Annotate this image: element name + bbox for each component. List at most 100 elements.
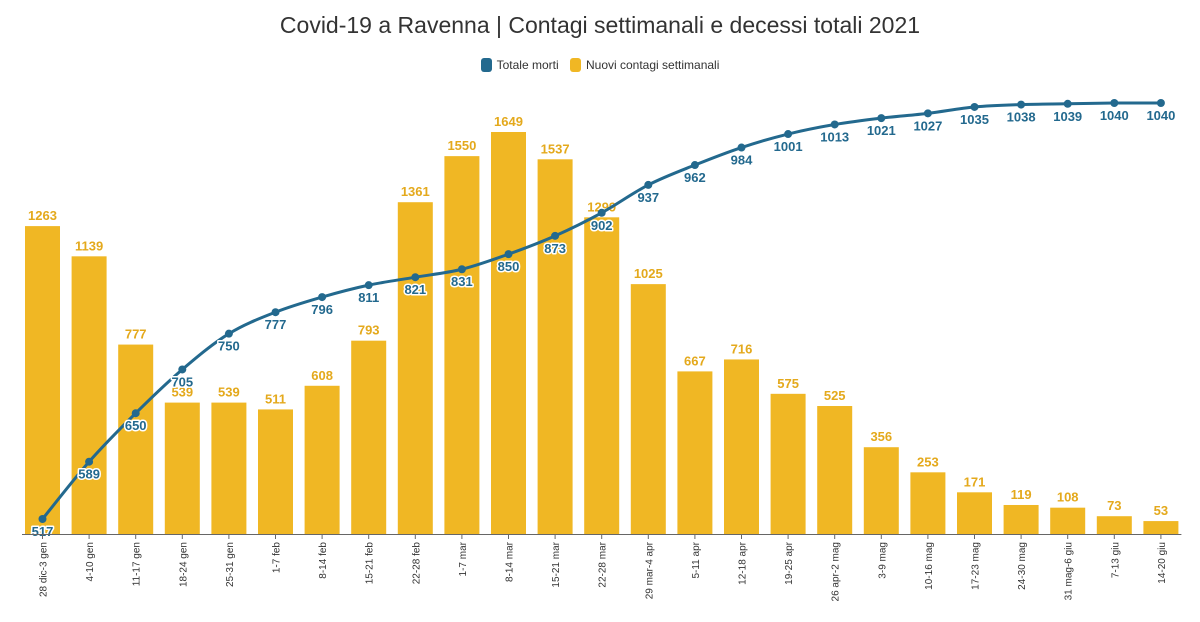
legend-label-bar: Nuovi contagi settimanali <box>585 58 720 72</box>
line-value-label: 811 <box>358 290 379 305</box>
x-tick-label: 1-7 mar <box>458 541 469 576</box>
bar-value-label: 1025 <box>634 266 663 281</box>
bar-value-label: 716 <box>731 341 753 356</box>
bar-value-label: 356 <box>870 429 892 444</box>
line-point[interactable] <box>597 208 606 217</box>
x-tick-label: 25-31 gen <box>225 542 236 587</box>
bar[interactable] <box>351 340 387 534</box>
line-point[interactable] <box>364 281 373 290</box>
line-value-label: 1040 <box>1100 108 1129 123</box>
x-tick-label: 4-10 gen <box>85 542 96 581</box>
line-value-label: 1035 <box>960 112 989 127</box>
legend-label-line: Totale morti <box>496 58 559 72</box>
line-point[interactable] <box>970 102 979 111</box>
bar-value-label: 539 <box>171 385 193 400</box>
x-tick-label: 8-14 mar <box>505 541 516 582</box>
bar[interactable] <box>71 256 107 534</box>
bar[interactable] <box>164 402 200 534</box>
line-value-label: 984 <box>731 153 753 168</box>
bar-value-label: 1537 <box>541 141 570 156</box>
line-point[interactable] <box>85 457 94 466</box>
bar[interactable] <box>491 132 526 534</box>
bar-value-label: 667 <box>684 353 706 368</box>
bar-value-label: 777 <box>125 327 147 342</box>
bar-value-label: 1299 <box>587 199 616 214</box>
line-point[interactable] <box>224 329 233 338</box>
bar[interactable] <box>770 393 806 534</box>
bar-value-label: 608 <box>311 368 333 383</box>
line-point[interactable] <box>784 130 793 139</box>
bar[interactable] <box>1003 504 1039 534</box>
bar-value-label: 511 <box>265 391 286 406</box>
line-value-label: 705 <box>171 374 193 389</box>
x-tick-label: 19-25 apr <box>784 541 795 584</box>
legend-swatch-bar <box>569 58 581 72</box>
line-point[interactable] <box>877 114 886 123</box>
bar[interactable] <box>211 402 247 534</box>
line-point[interactable] <box>1017 100 1026 109</box>
bar[interactable] <box>724 359 759 534</box>
bar[interactable] <box>677 371 713 534</box>
line-point[interactable] <box>1156 99 1165 107</box>
bar[interactable] <box>258 409 293 534</box>
x-tick-label: 18-24 gen <box>178 542 189 587</box>
bar[interactable] <box>537 159 573 534</box>
line-point[interactable] <box>38 515 47 523</box>
bar[interactable] <box>863 447 899 534</box>
legend-item-bar[interactable]: Nuovi contagi settimanali <box>569 58 720 72</box>
bar[interactable] <box>118 344 154 534</box>
line-value-label: 517 <box>32 524 54 539</box>
bar[interactable] <box>584 217 620 534</box>
bar[interactable] <box>910 472 946 534</box>
bar-value-label: 1139 <box>75 238 103 253</box>
line-value-label: 1021 <box>867 123 896 138</box>
bar[interactable] <box>1096 516 1132 534</box>
bar[interactable] <box>397 202 433 534</box>
line-point[interactable] <box>504 250 513 259</box>
x-axis: 28 dic-3 gen 4-10 gen 11-17 gen 18-24 gen 25… <box>22 534 1182 601</box>
bar[interactable] <box>817 406 853 534</box>
line-point[interactable] <box>318 293 327 302</box>
bar[interactable] <box>957 492 992 534</box>
bar[interactable] <box>444 156 480 534</box>
x-tick-label: 28 dic-3 gen <box>39 542 50 597</box>
line-point[interactable] <box>644 180 653 189</box>
line-point[interactable] <box>457 265 466 274</box>
bar[interactable] <box>1050 507 1086 534</box>
line-point[interactable] <box>1110 99 1119 107</box>
bar[interactable] <box>304 385 340 534</box>
line-value-label: 777 <box>265 317 287 332</box>
line-value-label: 1040 <box>1146 108 1175 123</box>
line-point[interactable] <box>411 273 420 282</box>
line-point[interactable] <box>690 161 699 170</box>
line-point[interactable] <box>131 409 140 418</box>
line-value-label: 1038 <box>1007 110 1036 125</box>
line-value-label: 873 <box>544 241 566 256</box>
line-value-label: 650 <box>125 418 147 433</box>
line-point[interactable] <box>923 109 932 118</box>
line-value-label: 589 <box>78 467 100 482</box>
line-point[interactable] <box>178 365 187 374</box>
x-tick-label: 17-23 mag <box>971 542 982 590</box>
legend-item-line[interactable]: Totale morti <box>480 58 559 72</box>
line-point[interactable] <box>1063 99 1072 108</box>
bar[interactable] <box>630 284 666 534</box>
bar-value-label: 108 <box>1057 490 1079 505</box>
line-point[interactable] <box>551 231 560 240</box>
bar[interactable] <box>1143 521 1179 534</box>
line-value-label: 902 <box>591 218 613 233</box>
bar-value-label: 53 <box>1154 503 1168 518</box>
line-value-label: 1001 <box>774 139 803 154</box>
x-tick-label: 1-7 feb <box>272 542 283 574</box>
x-tick-label: 5-11 apr <box>691 541 702 578</box>
line-layer: 517 589 650 705 750 777 796 811 821 831 850 873 902 9… <box>30 99 1177 541</box>
line-value-label: 1013 <box>820 129 849 144</box>
x-tick-label: 8-14 feb <box>318 542 329 579</box>
bar[interactable] <box>25 226 60 535</box>
line-point[interactable] <box>271 308 280 317</box>
line-point[interactable] <box>737 143 746 152</box>
x-tick-label: 3-9 mag <box>877 542 888 579</box>
line-point[interactable] <box>830 120 839 129</box>
x-tick-label: 11-17 gen <box>132 542 143 586</box>
